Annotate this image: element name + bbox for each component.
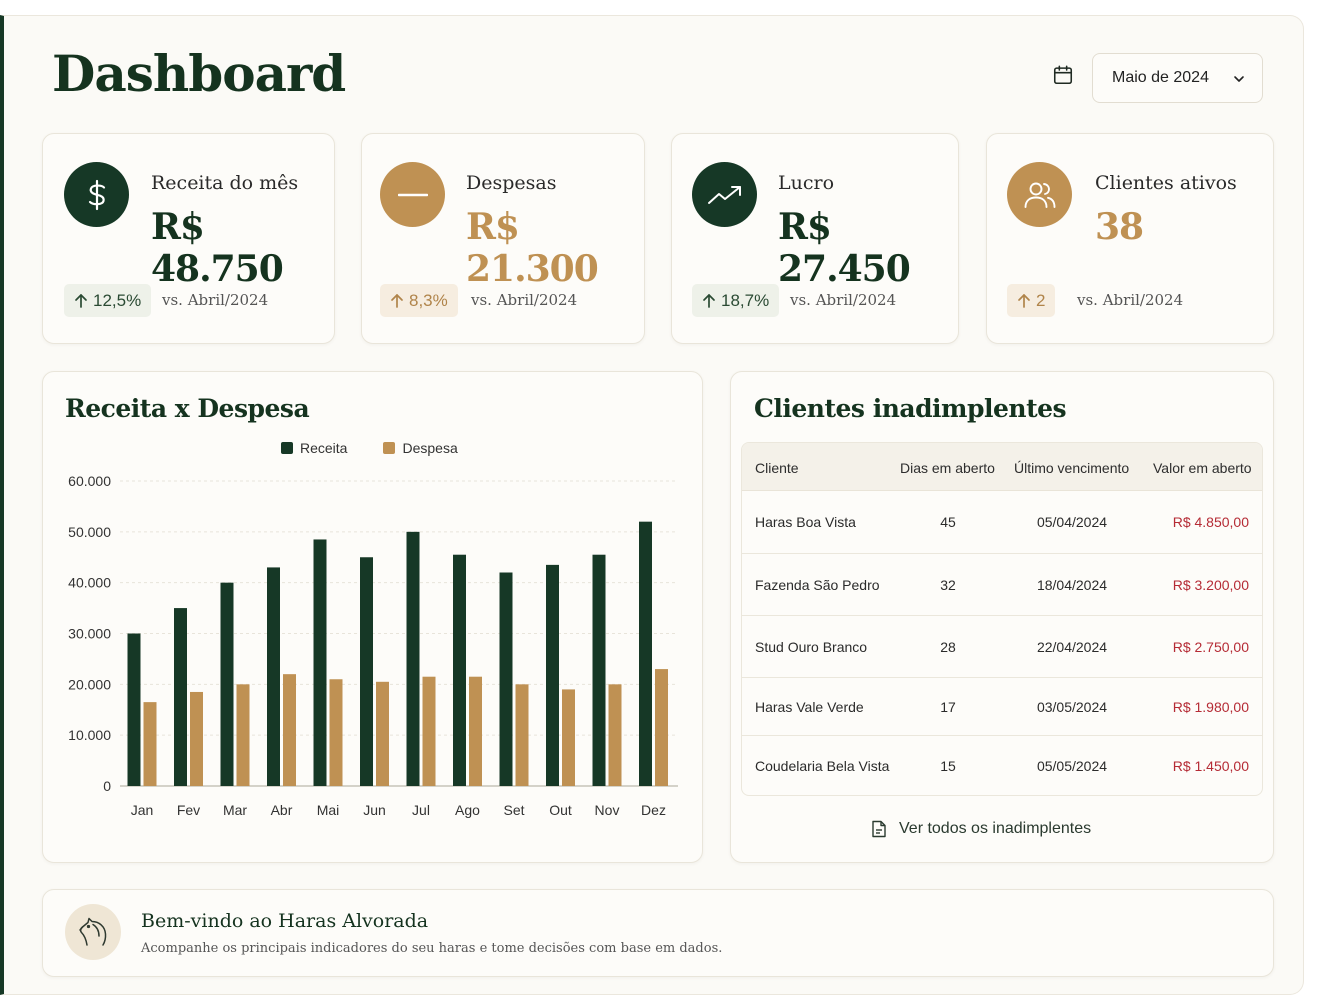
cell-valor: R$ 1.450,00	[1172, 758, 1249, 774]
table-row[interactable]: Coudelaria Bela Vista 15 05/05/2024 R$ 1…	[742, 736, 1262, 795]
kpi-label: Receita do mês	[151, 172, 299, 194]
kpi-value: R$ 27.450	[778, 206, 911, 290]
see-all-label: Ver todos os inadimplentes	[899, 820, 1092, 837]
kpi-change-value: 8,3%	[409, 290, 448, 310]
cell-vencimento: 05/05/2024	[1036, 758, 1108, 774]
kpi-change-badge: 8,3%	[380, 284, 458, 317]
cell-cliente: Haras Boa Vista	[755, 514, 856, 530]
kpi-change-value: 12,5%	[93, 290, 142, 310]
cell-dias: 17	[940, 698, 956, 715]
arrow-up-icon	[75, 294, 87, 308]
kpi-change-badge: 12,5%	[64, 284, 152, 317]
arrow-up-icon	[703, 294, 715, 308]
kpi-compare-text: vs. Abril/2024	[1077, 291, 1184, 309]
period-select-value: Maio de 2024	[1112, 69, 1209, 86]
trending-up-icon	[692, 162, 757, 227]
kpi-label: Despesas	[466, 172, 557, 194]
period-select[interactable]: Maio de 2024	[1092, 53, 1263, 103]
cell-vencimento: 05/04/2024	[1036, 514, 1108, 530]
cell-dias: 28	[940, 638, 956, 655]
kpi-change-badge: 18,7%	[692, 284, 780, 317]
column-header-valor[interactable]: Valor em aberto	[1153, 460, 1252, 476]
column-header-dias[interactable]: Dias em aberto	[900, 460, 995, 476]
kpi-change-badge: 2	[1007, 284, 1056, 317]
cell-cliente: Coudelaria Bela Vista	[755, 758, 890, 774]
cell-dias: 15	[940, 758, 956, 774]
kpi-value: 38	[1095, 206, 1144, 248]
welcome-banner: Bem-vindo ao Haras Alvorada Acompanhe os…	[42, 889, 1274, 977]
kpi-compare-text: vs. Abril/2024	[790, 291, 897, 309]
legend-label: Despesa	[402, 440, 458, 456]
cell-valor: R$ 4.850,00	[1172, 514, 1249, 530]
column-header-cliente[interactable]: Cliente	[755, 460, 799, 476]
kpi-value: R$ 48.750	[151, 206, 284, 290]
debtors-title: Clientes inadimplentes	[754, 394, 1067, 423]
calendar-icon[interactable]	[1052, 64, 1074, 86]
kpi-card-lucro: Lucro R$ 27.450 18,7% vs. Abril/2024	[671, 133, 959, 344]
cell-vencimento: 03/05/2024	[1036, 698, 1108, 715]
chart-legend: Receita Despesa	[281, 440, 458, 456]
arrow-up-icon	[391, 294, 403, 308]
debtors-card: Clientes inadimplentes Cliente Dias em a…	[730, 371, 1274, 863]
minus-icon	[380, 162, 445, 227]
see-all-debtors-link[interactable]: Ver todos os inadimplentes	[871, 820, 1091, 838]
page-title: Dashboard	[52, 44, 346, 103]
kpi-card-despesas: Despesas R$ 21.300 8,3% vs. Abril/2024	[361, 133, 645, 344]
document-icon	[872, 820, 886, 838]
cell-cliente: Fazenda São Pedro	[755, 576, 880, 593]
cell-vencimento: 22/04/2024	[1036, 638, 1108, 655]
kpi-card-clientes: Clientes ativos 38 2 vs. Abril/2024	[986, 133, 1274, 344]
users-icon	[1007, 162, 1072, 227]
column-header-vencimento[interactable]: Último vencimento	[1014, 460, 1130, 476]
kpi-change-value: 18,7%	[721, 290, 770, 310]
kpi-compare-text: vs. Abril/2024	[162, 291, 269, 309]
cell-valor: R$ 2.750,00	[1172, 638, 1249, 655]
cell-dias: 32	[940, 576, 956, 593]
table-row[interactable]: Fazenda São Pedro 32 18/04/2024 R$ 3.200…	[742, 554, 1262, 616]
dollar-icon	[64, 162, 129, 227]
welcome-subtitle: Acompanhe os principais indicadores do s…	[141, 941, 723, 956]
arrow-up-icon	[1018, 294, 1030, 308]
cell-dias: 45	[940, 514, 956, 530]
chart-title: Receita x Despesa	[65, 394, 310, 423]
debtors-table: Cliente Dias em aberto Último vencimento…	[741, 442, 1263, 796]
kpi-card-receita: Receita do mês R$ 48.750 12,5% vs. Abril…	[42, 133, 335, 344]
cell-valor: R$ 3.200,00	[1172, 576, 1249, 593]
legend-item-receita[interactable]: Receita	[281, 440, 347, 456]
chevron-down-icon	[1234, 76, 1244, 82]
legend-swatch	[281, 442, 293, 454]
cell-cliente: Haras Vale Verde	[755, 698, 864, 715]
kpi-change-value: 2	[1036, 290, 1046, 310]
table-row[interactable]: Stud Ouro Branco 28 22/04/2024 R$ 2.750,…	[742, 616, 1262, 678]
welcome-title: Bem-vindo ao Haras Alvorada	[141, 910, 429, 932]
horse-head-icon	[65, 904, 121, 960]
legend-item-despesa[interactable]: Despesa	[383, 440, 458, 456]
kpi-value: R$ 21.300	[466, 206, 599, 290]
table-row[interactable]: Haras Vale Verde 17 03/05/2024 R$ 1.980,…	[742, 678, 1262, 736]
cell-vencimento: 18/04/2024	[1036, 576, 1108, 593]
kpi-compare-text: vs. Abril/2024	[471, 291, 578, 309]
legend-swatch	[383, 442, 396, 454]
kpi-label: Clientes ativos	[1095, 172, 1237, 194]
kpi-label: Lucro	[778, 172, 835, 194]
cell-cliente: Stud Ouro Branco	[755, 638, 868, 655]
table-header: Cliente Dias em aberto Último vencimento…	[742, 443, 1262, 491]
cell-valor: R$ 1.980,00	[1172, 698, 1249, 715]
legend-label: Receita	[300, 440, 348, 456]
table-row[interactable]: Haras Boa Vista 45 05/04/2024 R$ 4.850,0…	[742, 491, 1262, 554]
